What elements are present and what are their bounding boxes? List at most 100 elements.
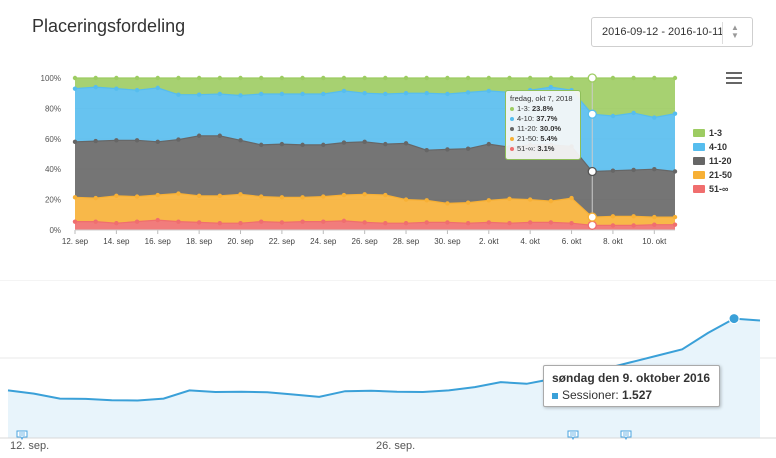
data-point[interactable] <box>279 141 285 147</box>
data-point[interactable] <box>527 75 533 81</box>
data-point[interactable] <box>155 85 160 91</box>
data-point[interactable] <box>217 220 223 226</box>
data-point[interactable] <box>548 198 554 204</box>
data-point[interactable] <box>72 195 78 200</box>
data-point[interactable] <box>196 75 202 81</box>
data-point[interactable] <box>672 169 678 174</box>
data-point[interactable] <box>321 75 326 81</box>
data-point[interactable] <box>217 193 223 198</box>
data-point[interactable] <box>610 75 616 81</box>
data-point[interactable] <box>134 138 140 143</box>
data-point[interactable] <box>238 192 243 197</box>
data-point[interactable] <box>403 141 409 146</box>
data-point[interactable] <box>403 220 409 226</box>
data-point[interactable] <box>134 194 140 199</box>
data-point[interactable] <box>259 75 264 81</box>
data-point[interactable] <box>321 219 326 224</box>
data-point[interactable] <box>672 111 678 116</box>
data-point[interactable] <box>610 214 616 219</box>
data-point[interactable] <box>527 220 533 225</box>
data-point[interactable] <box>465 90 471 95</box>
data-point[interactable] <box>507 75 512 81</box>
data-point[interactable] <box>672 214 678 220</box>
data-point[interactable] <box>300 91 305 97</box>
data-point[interactable] <box>196 133 202 138</box>
data-point[interactable] <box>569 220 574 226</box>
legend-item[interactable]: 4-10 <box>693 141 732 153</box>
data-point[interactable] <box>424 148 429 153</box>
data-point[interactable] <box>155 75 160 81</box>
data-point[interactable] <box>445 91 450 97</box>
data-point[interactable] <box>279 195 285 200</box>
data-point[interactable] <box>196 92 202 97</box>
data-point[interactable] <box>155 139 160 145</box>
data-point[interactable] <box>486 75 491 81</box>
legend-item[interactable]: 51-∞ <box>693 183 732 195</box>
annotation-flag-icon[interactable] <box>620 430 632 440</box>
data-point[interactable] <box>631 223 636 228</box>
data-point[interactable] <box>465 75 471 81</box>
data-point[interactable] <box>217 91 223 97</box>
data-point[interactable] <box>72 75 78 81</box>
data-point[interactable] <box>176 137 181 142</box>
data-point[interactable] <box>652 222 657 227</box>
data-point[interactable] <box>217 75 223 81</box>
data-point[interactable] <box>362 91 367 96</box>
data-point[interactable] <box>652 75 657 81</box>
data-point[interactable] <box>93 138 98 144</box>
date-range-picker[interactable]: 2016-09-12 - 2016-10-11 ▲ ▼ <box>591 17 753 47</box>
data-point[interactable] <box>631 167 636 173</box>
data-point[interactable] <box>424 75 429 81</box>
annotation-flag-icon[interactable] <box>16 430 28 440</box>
data-point[interactable] <box>72 219 78 224</box>
data-point[interactable] <box>403 75 409 81</box>
data-point[interactable] <box>383 75 388 81</box>
data-point[interactable] <box>362 75 367 81</box>
sort-arrows-icon[interactable]: ▲ ▼ <box>731 23 739 40</box>
data-point[interactable] <box>486 220 491 225</box>
data-point[interactable] <box>424 91 429 96</box>
data-point[interactable] <box>424 220 429 225</box>
data-point[interactable] <box>72 86 78 91</box>
data-point[interactable] <box>383 91 388 97</box>
data-point[interactable] <box>155 192 160 198</box>
data-point[interactable] <box>72 139 78 145</box>
data-point[interactable] <box>279 75 285 81</box>
data-point[interactable] <box>93 84 98 90</box>
data-point[interactable] <box>383 220 388 226</box>
data-point[interactable] <box>610 113 616 119</box>
data-point[interactable] <box>486 198 491 203</box>
data-point[interactable] <box>383 141 388 147</box>
data-point[interactable] <box>176 191 181 196</box>
data-point[interactable] <box>259 91 264 97</box>
data-point[interactable] <box>300 219 305 224</box>
data-point[interactable] <box>548 220 554 225</box>
data-point[interactable] <box>548 75 554 81</box>
data-point[interactable] <box>486 88 491 94</box>
data-point[interactable] <box>134 219 140 224</box>
legend-item[interactable]: 1-3 <box>693 127 732 139</box>
annotation-flag-icon[interactable] <box>567 430 579 440</box>
data-point[interactable] <box>196 220 202 225</box>
data-point[interactable] <box>652 115 657 120</box>
data-point[interactable] <box>321 91 326 97</box>
data-point[interactable] <box>238 138 243 143</box>
data-point[interactable] <box>114 193 119 198</box>
data-point[interactable] <box>259 142 264 148</box>
data-point[interactable] <box>652 167 657 172</box>
data-point[interactable] <box>672 75 678 81</box>
data-point[interactable] <box>569 195 574 201</box>
data-point[interactable] <box>569 75 574 81</box>
data-point[interactable] <box>672 222 678 227</box>
data-point[interactable] <box>134 87 140 93</box>
data-point[interactable] <box>300 75 305 81</box>
data-point[interactable] <box>238 220 243 226</box>
data-point[interactable] <box>341 88 347 94</box>
data-point[interactable] <box>631 110 636 116</box>
data-point[interactable] <box>445 201 450 206</box>
data-point[interactable] <box>507 196 512 202</box>
legend-item[interactable]: 11-20 <box>693 155 732 167</box>
data-point[interactable] <box>321 194 326 199</box>
data-point[interactable] <box>445 220 450 225</box>
data-point[interactable] <box>155 217 160 223</box>
